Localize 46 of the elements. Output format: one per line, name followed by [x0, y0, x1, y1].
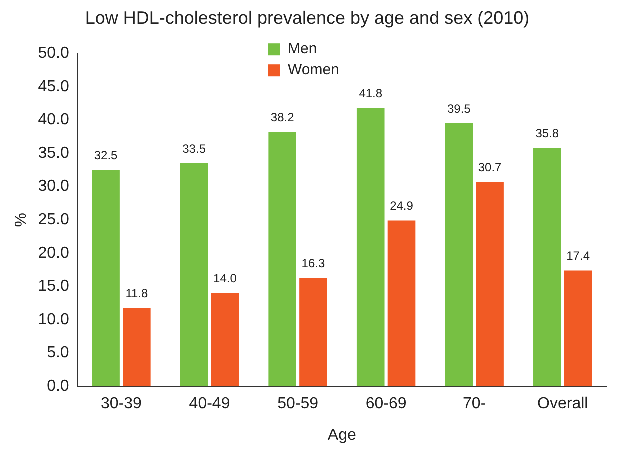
- y-tick-label: 25.0: [38, 212, 70, 229]
- y-axis-title: %: [13, 212, 30, 228]
- bar: [211, 293, 240, 387]
- y-tick-label: 20.0: [38, 244, 70, 262]
- data-label: 38.2: [270, 110, 295, 124]
- x-tick-label: 40-49: [189, 396, 230, 413]
- data-label: 30.7: [478, 160, 502, 174]
- chart-title: Low HDL-cholesterol prevalence by age and sex (2010): [85, 8, 530, 28]
- x-tick-label: 30-39: [101, 396, 142, 413]
- y-tick-label: 10.0: [38, 311, 70, 328]
- x-tick-label: Overall: [538, 396, 588, 413]
- bar: [180, 163, 208, 387]
- y-tick-label: 45.0: [38, 78, 70, 96]
- bar: [123, 308, 151, 387]
- y-tick-label: 0.0: [47, 378, 70, 396]
- bar: [534, 148, 562, 387]
- data-label: 14.0: [214, 272, 238, 286]
- x-tick-label: 60-69: [366, 396, 407, 413]
- data-label: 24.9: [390, 199, 414, 214]
- bar: [564, 270, 592, 387]
- data-label: 33.5: [182, 142, 206, 156]
- bar: [268, 132, 296, 387]
- data-label: 16.3: [302, 256, 326, 270]
- data-label: 32.5: [94, 148, 118, 162]
- data-label: 35.8: [536, 126, 560, 140]
- data-label: 41.8: [359, 86, 383, 101]
- y-tick-label: 50.0: [38, 45, 70, 62]
- x-tick-label: 50-59: [278, 396, 319, 413]
- bar: [92, 170, 120, 387]
- bar: [445, 124, 474, 387]
- y-tick-label: 5.0: [47, 344, 70, 362]
- data-label: 11.8: [126, 286, 148, 300]
- y-tick-label: 35.0: [38, 144, 70, 162]
- data-label: 17.4: [566, 249, 590, 264]
- bar: [476, 182, 504, 387]
- y-tick-label: 30.0: [38, 178, 70, 196]
- bar: [300, 278, 328, 387]
- x-tick-label: 70-: [463, 396, 486, 413]
- data-label: 39.5: [447, 102, 472, 116]
- bar: [356, 108, 385, 387]
- y-tick-label: 40.0: [38, 112, 70, 129]
- legend-label: Women: [288, 62, 340, 79]
- bar: [388, 220, 416, 387]
- legend-label: Men: [288, 40, 318, 58]
- y-tick-label: 15.0: [38, 278, 70, 296]
- x-axis-title: Age: [328, 426, 357, 444]
